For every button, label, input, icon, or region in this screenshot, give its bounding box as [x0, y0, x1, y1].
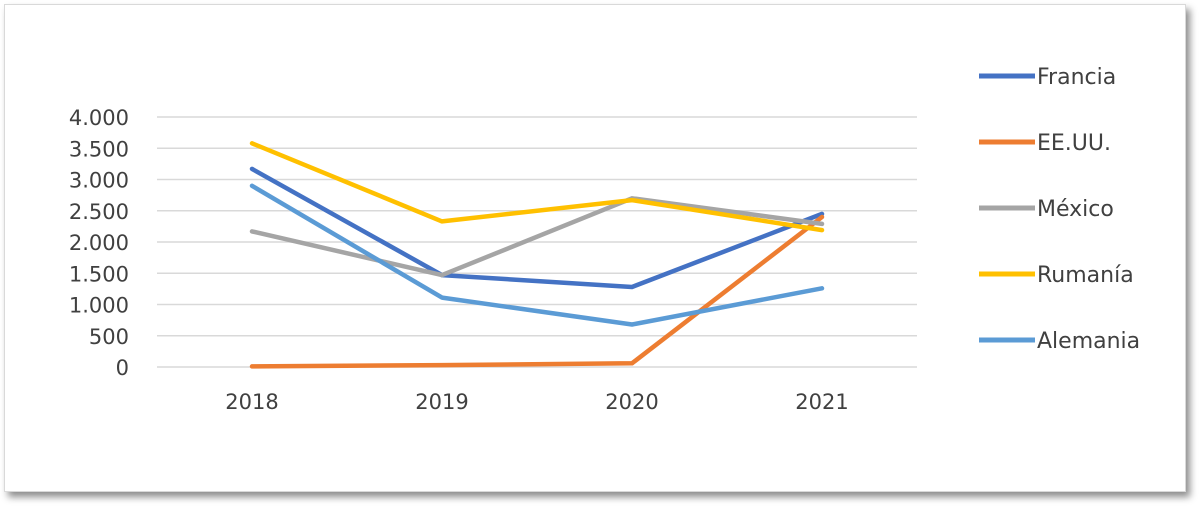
- legend-label: México: [1037, 197, 1114, 222]
- x-tick-label: 2019: [415, 390, 468, 414]
- line-chart: 05001.0001.5002.0002.5003.0003.5004.000 …: [69, 65, 1140, 414]
- y-axis-tick-labels: 0 500 1.000 1.500 2.000 2.500 3.000 3.500 4.000: [69, 106, 129, 380]
- x-tick-label: 2020: [605, 390, 658, 414]
- x-tick-label: 2021: [795, 390, 848, 414]
- y-tick-label: 500: [89, 325, 129, 349]
- y-tick-label: 3.500: [69, 137, 129, 161]
- x-tick-label: 2018: [225, 390, 278, 414]
- series-line-ruman-a: [249, 141, 825, 233]
- series-line-m-xico: [249, 196, 825, 278]
- y-tick-label: 2.500: [69, 200, 129, 224]
- y-tick-label: 2.000: [69, 231, 129, 255]
- y-tick-label: 3.000: [69, 169, 129, 193]
- legend-label: EE.UU.: [1037, 131, 1111, 156]
- series-line-francia: [249, 166, 825, 290]
- y-tick-label: 4.000: [69, 106, 129, 130]
- y-tick-label: 1.000: [69, 294, 129, 318]
- series-line-ee-uu-: [249, 214, 825, 369]
- legend-label: Alemania: [1037, 329, 1140, 354]
- series-lines: [249, 141, 825, 369]
- legend-label: Francia: [1037, 65, 1116, 90]
- gridlines: [157, 116, 917, 368]
- legend-label: Rumanía: [1037, 263, 1134, 288]
- y-tick-label: 0: [116, 356, 129, 380]
- legend: Francia EE.UU. México Rumanía Alemania: [979, 65, 1140, 354]
- y-tick-label: 1.500: [69, 262, 129, 286]
- x-axis-tick-labels: 2018 2019 2020 2021: [225, 390, 848, 414]
- series-line-alemania: [249, 183, 825, 327]
- chart-container: 0 500 1.000 1.500 2.000 2.500 3.000 3.500 4.000 …: [4, 4, 1186, 492]
